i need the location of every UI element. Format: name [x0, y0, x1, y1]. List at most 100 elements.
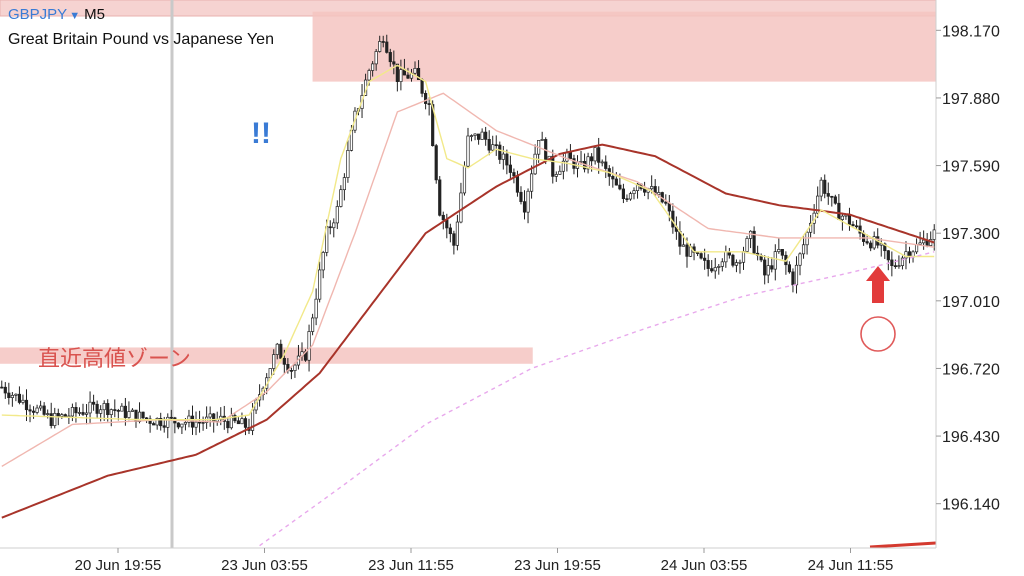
symbol-name[interactable]: GBPJPY — [8, 6, 68, 23]
candle-body — [752, 230, 756, 254]
timeframe-label: M5 — [84, 6, 105, 23]
candle-body — [773, 251, 777, 270]
candle-body — [932, 229, 936, 240]
candle-body — [455, 221, 459, 246]
candle-body — [166, 416, 170, 428]
candle-body — [49, 413, 53, 426]
candle-body — [664, 201, 668, 204]
candle-body — [734, 262, 739, 266]
candle-body — [84, 412, 89, 415]
symbol-header[interactable]: GBPJPY ▼ M5 — [8, 6, 105, 23]
candle-body — [685, 244, 689, 257]
candle-body — [791, 271, 795, 286]
candle-body — [416, 67, 421, 81]
moving-average-line — [259, 251, 935, 547]
candle-body — [63, 414, 67, 417]
candle-body — [318, 269, 322, 300]
candle-body — [900, 257, 905, 266]
candle-body — [427, 103, 431, 105]
candle-body — [787, 264, 792, 273]
recent-high-zone-label: 直近高値ゾーン — [38, 347, 191, 372]
candle-body — [893, 265, 897, 268]
plot-area[interactable] — [0, 0, 936, 548]
candle-body — [869, 242, 873, 249]
x-tick-label: 24 Jun 03:55 — [661, 557, 748, 574]
candle-body — [462, 165, 467, 194]
candle-body — [858, 225, 862, 234]
candle-body — [53, 413, 57, 426]
candle-body — [332, 222, 336, 229]
candle-body — [452, 233, 456, 246]
candle-body — [519, 191, 523, 202]
candle-body — [826, 193, 830, 197]
circle-marker-icon — [860, 316, 896, 352]
candle-body — [314, 298, 318, 319]
chart-subtitle: Great Britain Pound vs Japanese Yen — [8, 31, 274, 48]
moving-average-line — [1, 64, 935, 421]
candle-body — [763, 259, 767, 276]
candle-body — [77, 412, 82, 414]
candle-body — [28, 409, 32, 412]
candle-body — [342, 177, 346, 191]
candle-body — [473, 133, 477, 136]
candle-body — [494, 144, 498, 147]
candle-body — [469, 135, 474, 137]
candle-body — [39, 405, 43, 409]
candle-body — [561, 160, 565, 172]
candle-body — [713, 267, 717, 272]
candle-body — [378, 41, 382, 52]
candle-body — [872, 236, 876, 249]
candle-body — [197, 421, 202, 424]
candle-body — [88, 401, 92, 414]
candle-body — [180, 423, 184, 428]
candle-body — [233, 415, 237, 422]
candle-body — [522, 201, 527, 213]
candle-body — [487, 139, 491, 151]
candle-body — [388, 52, 392, 63]
dropdown-triangle-icon[interactable]: ▼ — [69, 10, 81, 22]
candle-body — [92, 401, 96, 405]
y-tick-label: 197.300 — [942, 226, 1000, 243]
candle-body — [448, 227, 452, 235]
candle-body — [621, 188, 625, 199]
candle-body — [720, 261, 724, 267]
candle-body — [413, 67, 417, 74]
candle-body — [830, 195, 834, 198]
candle-body — [717, 266, 721, 268]
y-tick-label: 196.140 — [942, 497, 1000, 514]
candle-body — [512, 172, 516, 177]
candle-body — [367, 70, 371, 81]
candle-body — [823, 179, 827, 194]
candle-body — [279, 343, 283, 359]
candle-body — [628, 193, 633, 200]
x-tick-label: 23 Jun 11:55 — [368, 557, 454, 574]
y-tick-label: 197.010 — [942, 294, 1000, 311]
candle-body — [922, 239, 926, 244]
candle-body — [307, 331, 311, 361]
candle-body — [833, 196, 837, 204]
candle-body — [431, 104, 435, 147]
candle-body — [176, 422, 180, 428]
candle-body — [498, 144, 502, 160]
x-tick-label: 20 Jun 19:55 — [75, 557, 162, 574]
candle-body — [837, 202, 841, 220]
candle-body — [459, 192, 463, 223]
candle-body — [130, 409, 135, 412]
candle-body — [695, 252, 700, 254]
indicator-segment — [869, 541, 937, 549]
candle-body — [854, 225, 859, 228]
candle-body — [371, 63, 375, 71]
candle-body — [240, 418, 244, 425]
candle-body — [420, 79, 424, 94]
candle-body — [120, 405, 124, 412]
candle-body — [438, 179, 442, 216]
candle-body — [24, 399, 29, 411]
candle-body — [529, 173, 534, 192]
y-tick-label: 197.880 — [942, 91, 1000, 108]
candle-body — [851, 224, 855, 227]
candle-body — [406, 74, 410, 79]
candle-body — [703, 257, 707, 261]
candle-body — [586, 156, 590, 170]
candle-body — [441, 214, 445, 221]
